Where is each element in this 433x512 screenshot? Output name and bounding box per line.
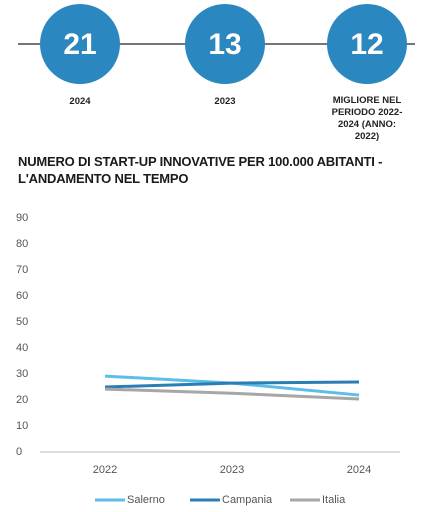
legend-label: Italia (322, 494, 346, 506)
stat-value: 13 (208, 28, 241, 61)
stat-circle (185, 4, 265, 84)
stat-label: 2023 (214, 96, 236, 107)
y-tick-label: 30 (16, 368, 28, 380)
y-tick-label: 80 (16, 238, 28, 250)
y-tick-label: 10 (16, 420, 28, 432)
stat-circle (40, 4, 120, 84)
y-tick-label: 70 (16, 264, 28, 276)
y-tick-label: 40 (16, 342, 28, 354)
series-line (104, 387, 360, 401)
x-tick-label: 2023 (220, 464, 244, 476)
stat-value: 21 (63, 28, 96, 61)
y-tick-label: 20 (16, 394, 28, 406)
y-tick-label: 90 (16, 212, 28, 224)
legend-label: Salerno (127, 494, 165, 506)
y-tick-label: 50 (16, 316, 28, 328)
stat-circle (327, 4, 407, 84)
stat-label: MIGLIORE NEL PERIODO 2022-2024 (ANNO: 20… (331, 95, 403, 142)
series-line (104, 380, 360, 389)
y-tick-label: 60 (16, 290, 28, 302)
legend-label: Campania (222, 494, 273, 506)
stat-label: 2024 (69, 96, 91, 107)
stat-value: 12 (350, 28, 383, 61)
x-tick-label: 2024 (347, 464, 371, 476)
chart-title: NUMERO DI START-UP INNOVATIVE PER 100.00… (18, 154, 383, 186)
x-tick-label: 2022 (93, 464, 117, 476)
y-tick-label: 0 (16, 446, 22, 458)
